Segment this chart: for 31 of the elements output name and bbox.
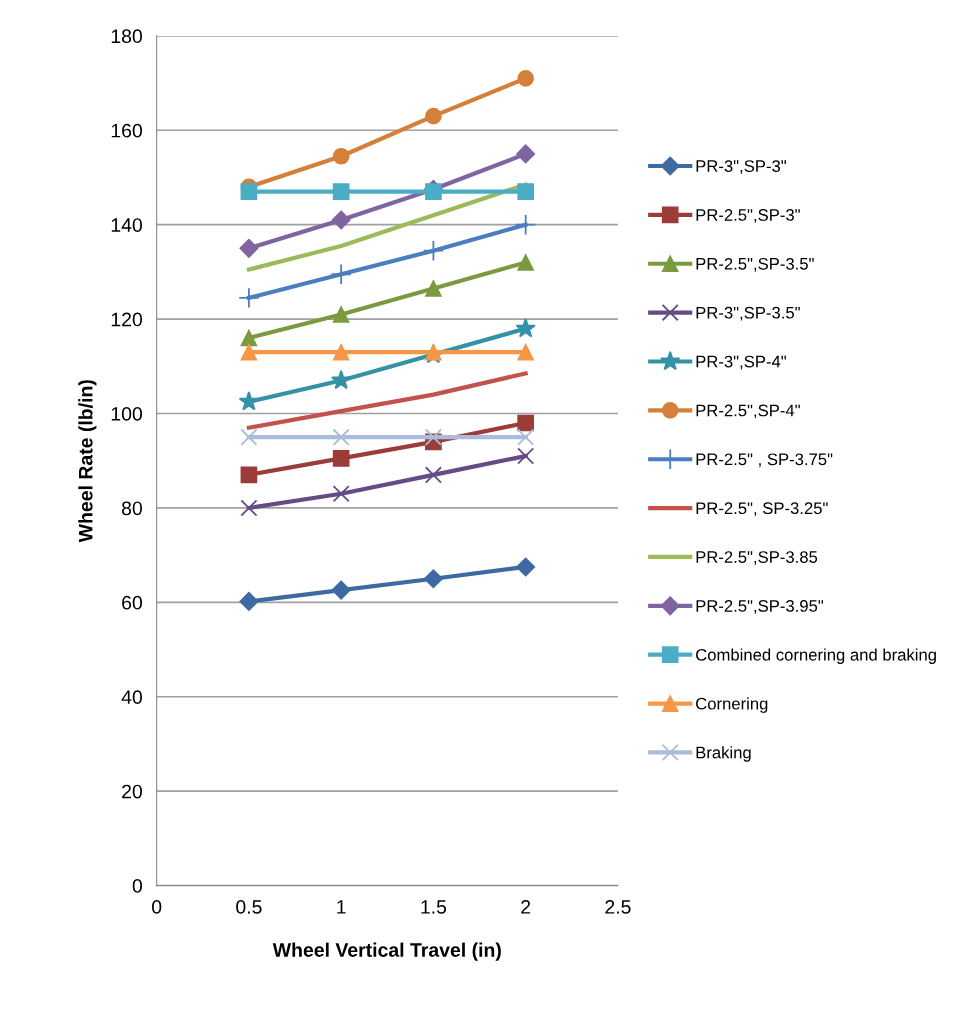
y-tick-label: 0 [132,879,143,893]
y-axis-title: Wheel Rate (lb/in) [78,380,97,543]
x-tick-label: 0.5 [236,900,262,914]
x-tick-label: 1.5 [421,900,447,914]
legend-label: PR-2.5",SP-4" [696,404,800,419]
legend-label: PR-2.5", SP-3.25" [696,502,828,517]
y-tick-label: 180 [111,29,143,44]
y-tick-label: 160 [111,123,143,138]
legend-label: PR-2.5",SP-3.85 [696,551,818,565]
legend-label: PR-3",SP-3.5" [696,306,800,321]
x-tick-label: 2.5 [605,900,631,914]
legend-label: PR-2.5" , SP-3.75" [696,453,833,468]
legend-label: PR-2.5",SP-3" [696,209,800,223]
y-tick-label: 120 [111,312,143,327]
legend-label: PR-3",SP-3" [696,160,786,174]
legend-label: PR-2.5",SP-3.95" [696,600,824,614]
y-tick-label: 40 [121,690,143,705]
y-tick-label: 80 [121,501,143,516]
x-axis-title: Wheel Vertical Travel (in) [272,942,501,961]
legend-label: PR-3",SP-4" [696,355,786,370]
legend-label: PR-2.5",SP-3.5" [696,257,814,272]
y-tick-label: 20 [122,784,143,799]
legend-label: Cornering [696,697,768,713]
legend-label: Combined cornering and braking [696,648,936,664]
x-tick-label: 0 [152,900,162,914]
legend-label: Braking [696,746,751,762]
x-tick-label: 2 [521,900,531,914]
y-tick-label: 60 [122,595,143,610]
y-tick-label: 140 [111,218,143,232]
x-tick-label: 1 [337,900,346,914]
y-tick-label: 100 [111,407,143,421]
